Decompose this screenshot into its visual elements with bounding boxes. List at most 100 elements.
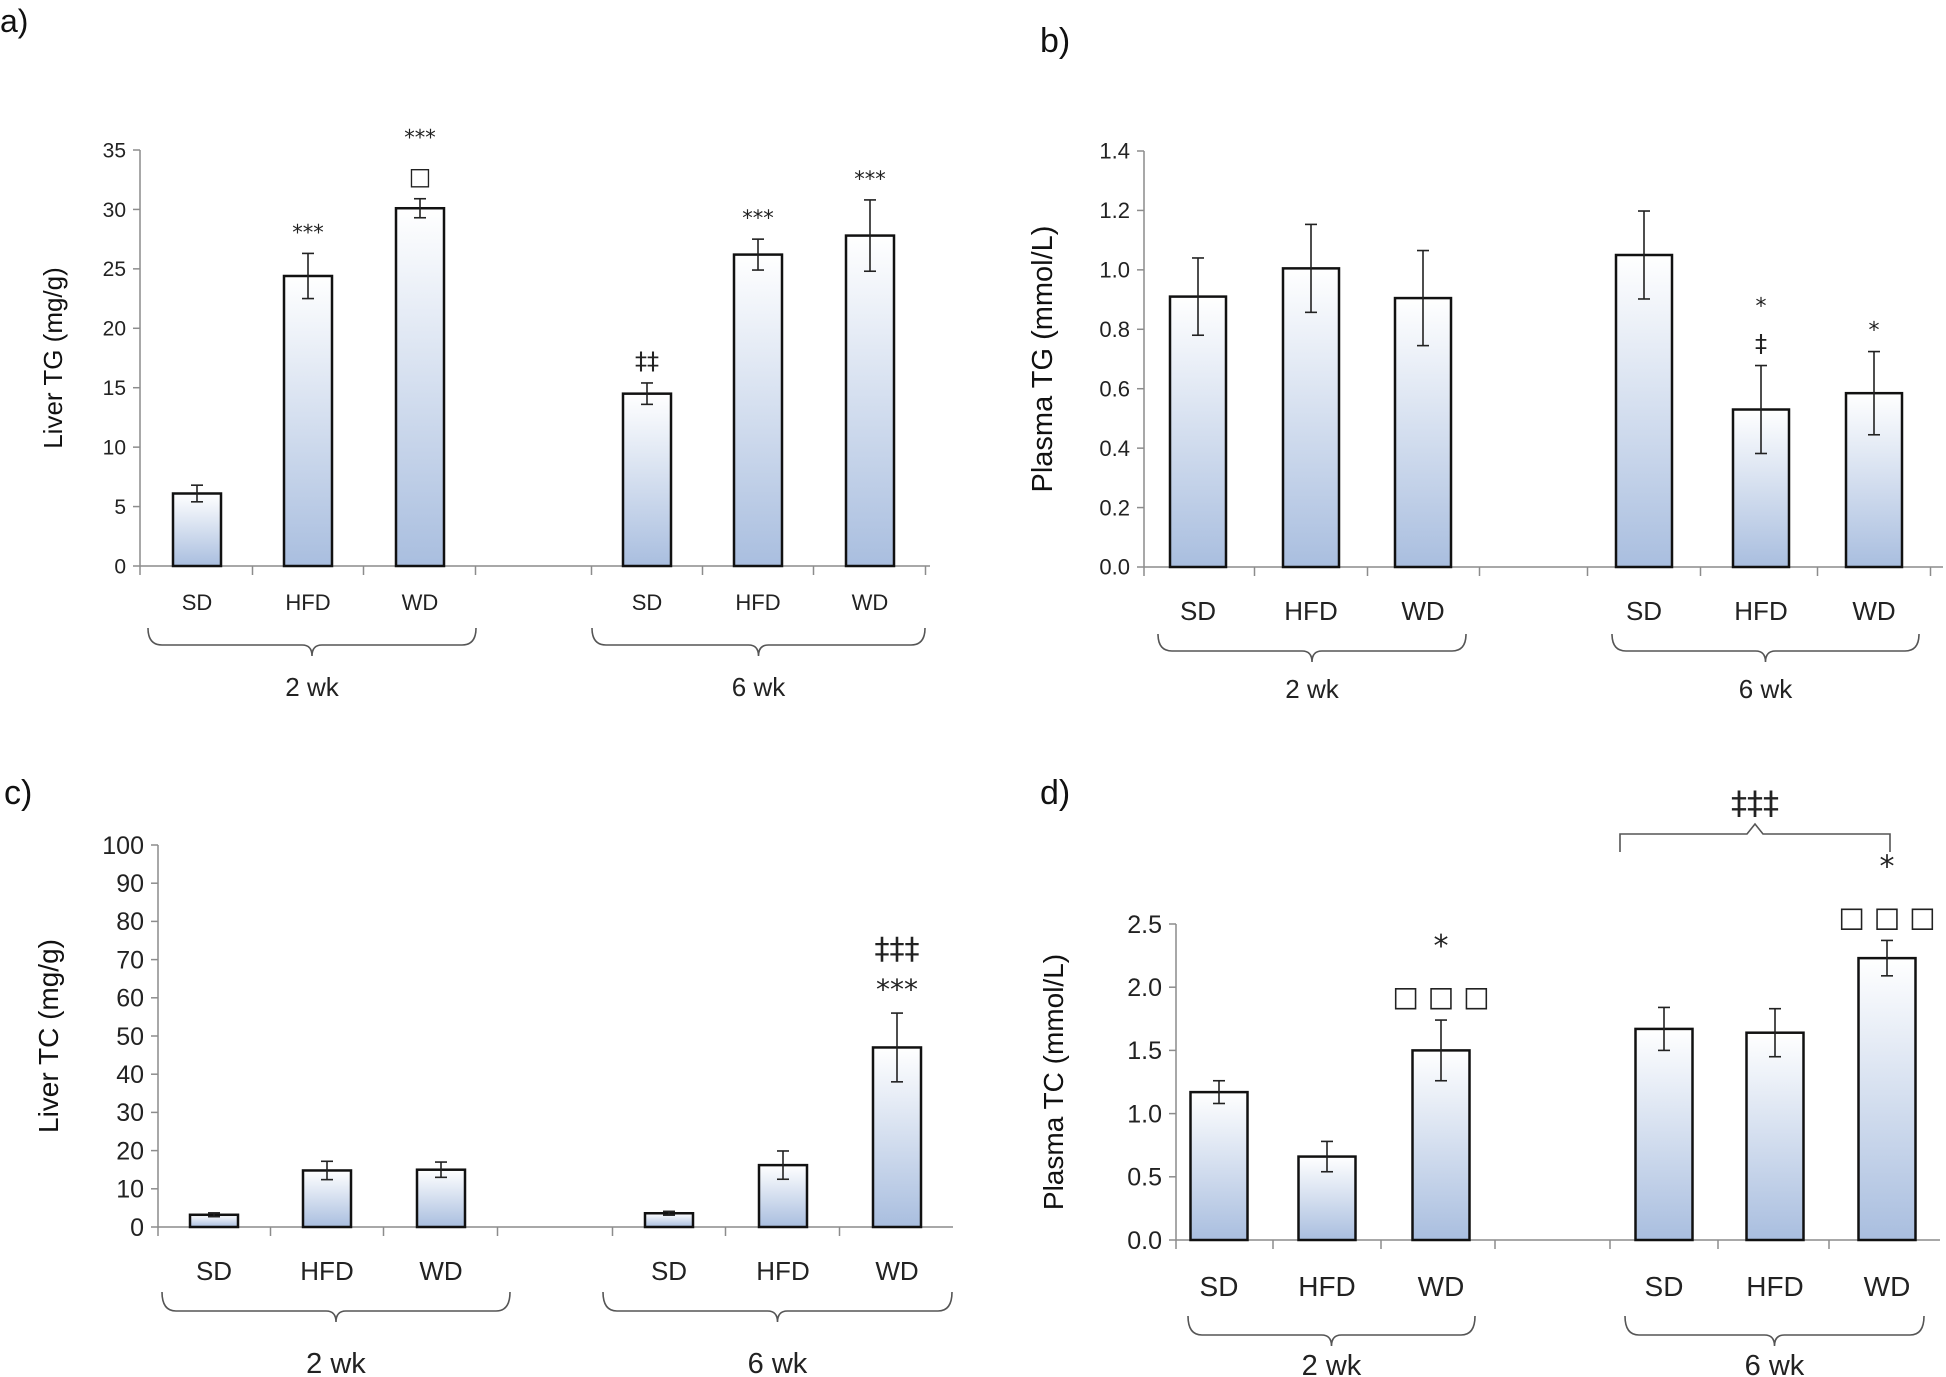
category-label: WD [1852, 596, 1895, 626]
category-label: SD [1180, 596, 1216, 626]
y-tick-label: 25 [103, 258, 126, 281]
category-label: WD [852, 590, 889, 615]
y-tick-label: 5 [114, 496, 126, 519]
significance-marker: ‡‡‡ [875, 932, 920, 967]
y-tick-label: 50 [116, 1023, 144, 1051]
chart-liver-tc: 0 10 20 30 40 50 60 70 80 90 100 Liver TC (mg/g) SD H… [33, 832, 953, 1377]
significance-marker: *** [292, 220, 324, 244]
y-axis-label: Plasma TG (mmol/L) [1027, 226, 1059, 493]
panel-b-letter: b) [1040, 22, 1070, 60]
group-brace [591, 627, 926, 657]
bar [1168, 295, 1228, 569]
y-tick-label: 1.5 [1127, 1037, 1162, 1065]
y-tick-label: 0 [130, 1214, 144, 1242]
category-label: SD [182, 590, 213, 615]
group-label: 6 wk [1739, 674, 1793, 704]
significance-marker: * [1869, 319, 1880, 344]
y-tick-label: 90 [116, 870, 144, 898]
category-label: HFD [1298, 1271, 1356, 1302]
category-label: WD [419, 1256, 462, 1286]
category-label: HFD [1746, 1271, 1804, 1302]
y-tick-label: 30 [116, 1099, 144, 1127]
bar [1281, 267, 1341, 569]
y-axis-label: Liver TC (mg/g) [33, 939, 64, 1133]
panel-d-letter: d) [1040, 774, 1070, 812]
y-tick-label: 1.0 [1099, 258, 1130, 283]
category-label: HFD [1734, 596, 1787, 626]
y-tick-label: 0 [114, 555, 126, 578]
y-tick-label: 2.5 [1127, 911, 1162, 939]
category-label: HFD [1284, 596, 1337, 626]
y-tick-label: 10 [116, 1176, 144, 1204]
bar [732, 253, 784, 568]
y-tick-label: 40 [116, 1061, 144, 1089]
bar [1857, 956, 1917, 1242]
y-tick-label: 80 [116, 908, 144, 936]
y-tick-label: 0.2 [1099, 495, 1130, 520]
y-tick-label: 0.5 [1127, 1164, 1162, 1192]
category-label: SD [1200, 1271, 1239, 1302]
y-tick-label: 30 [103, 199, 126, 222]
significance-marker: *** [404, 126, 436, 150]
significance-marker: ‡‡ [635, 347, 659, 375]
category-label: SD [1626, 596, 1662, 626]
bar [282, 274, 334, 568]
panel-c-letter: c) [4, 774, 32, 812]
group-label: 2 wk [306, 1348, 366, 1377]
significance-marker: □ [409, 163, 432, 191]
category-label: WD [402, 590, 439, 615]
significance-marker: *** [854, 167, 886, 191]
y-tick-label: 1.2 [1099, 198, 1130, 223]
y-tick-label: 0.0 [1099, 555, 1130, 580]
y-tick-label: 0.6 [1099, 376, 1130, 401]
y-tick-label: 2.0 [1127, 974, 1162, 1002]
bar [415, 1168, 467, 1229]
group-label: 6 wk [748, 1348, 808, 1377]
chart-plasma-tc: 0.0 0.5 1.0 1.5 2.0 2.5 Plasma TC (mmol/L) SD HF… [1038, 784, 1940, 1377]
significance-marker: * [1880, 849, 1895, 884]
y-tick-label: 100 [102, 832, 144, 860]
y-tick-label: 70 [116, 946, 144, 974]
bar [1189, 1090, 1249, 1242]
y-tick-label: 0.0 [1127, 1227, 1162, 1255]
y-tick-label: 20 [116, 1137, 144, 1165]
category-label: SD [651, 1256, 687, 1286]
significance-marker: *** [742, 206, 774, 230]
y-tick-label: 20 [103, 318, 126, 341]
group-brace [602, 1291, 953, 1323]
category-label: HFD [756, 1256, 809, 1286]
bar [621, 392, 673, 568]
group-brace [1611, 633, 1920, 663]
significance-marker: □ □ □ [1838, 900, 1935, 933]
y-axis-label: Plasma TC (mmol/L) [1038, 954, 1069, 1210]
category-label: SD [1645, 1271, 1684, 1302]
bar [1634, 1027, 1694, 1242]
bar [844, 234, 896, 568]
group-brace [1624, 1315, 1925, 1347]
y-tick-label: 15 [103, 377, 126, 400]
chart-liver-tg: 0 5 10 15 20 25 30 35 Liver TG (mg/g) SD *** HFD □ **… [38, 126, 930, 702]
significance-marker: ‡ [1755, 330, 1767, 358]
y-tick-label: 10 [103, 436, 126, 459]
significance-marker: *** [876, 973, 918, 1006]
significance-marker: * [1434, 929, 1449, 964]
group-comparison-brace [1619, 822, 1891, 852]
y-tick-label: 0.8 [1099, 317, 1130, 342]
group-brace [161, 1291, 511, 1323]
group-label: 6 wk [732, 672, 786, 702]
group-brace [147, 627, 477, 657]
bar [171, 492, 223, 568]
category-label: WD [875, 1256, 918, 1286]
category-label: HFD [285, 590, 330, 615]
group-label: 2 wk [1285, 674, 1339, 704]
group-label: 2 wk [1302, 1350, 1362, 1377]
category-label: WD [1864, 1271, 1911, 1302]
significance-marker: □ □ □ [1392, 980, 1489, 1013]
bar [1411, 1049, 1471, 1242]
group-brace [1157, 633, 1467, 663]
y-tick-label: 35 [103, 139, 126, 162]
category-label: HFD [300, 1256, 353, 1286]
group-label: 6 wk [1745, 1350, 1805, 1377]
bar [1614, 253, 1674, 569]
